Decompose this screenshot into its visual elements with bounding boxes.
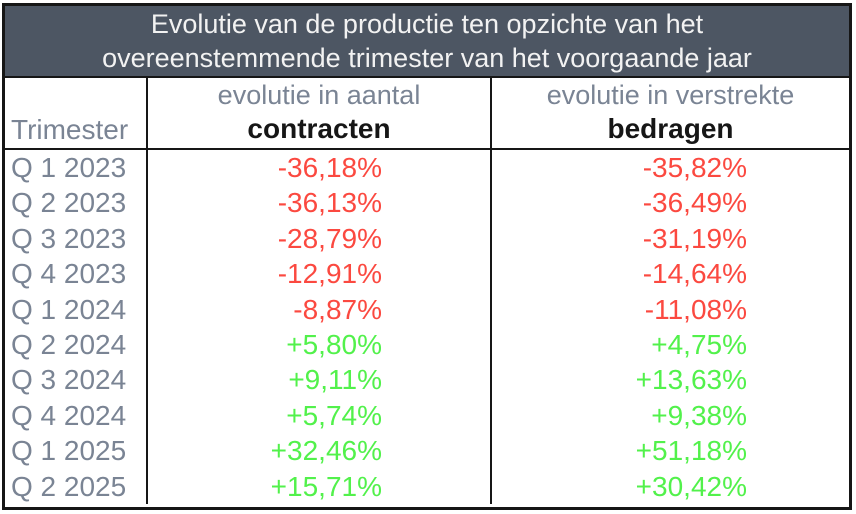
- table-header-row: Trimester evolutie in aantal contracten …: [5, 78, 849, 150]
- table-row: Q 2 2024 +5,80% +4,75%: [5, 326, 849, 363]
- row-quarter: Q 2 2023: [11, 187, 127, 219]
- row-quarter: Q 1 2025: [11, 435, 127, 467]
- cell-amounts: +9,38%: [490, 397, 849, 434]
- table-row: Q 3 2024 +9,11% +13,63%: [5, 362, 849, 398]
- table-row: Q 4 2023 -12,91% -14,64%: [5, 256, 849, 292]
- column-header-contracts: evolutie in aantal contracten: [146, 78, 490, 148]
- row-quarter: Q 2 2024: [11, 328, 127, 360]
- cell-contracts: -12,91%: [146, 256, 490, 292]
- table-row: Q 2 2023 -36,13% -36,49%: [5, 185, 849, 221]
- cell-contracts: -36,18%: [146, 150, 490, 186]
- cell-amounts: -35,82%: [490, 150, 849, 186]
- cell-amounts: -36,49%: [490, 185, 849, 221]
- cell-amounts: -14,64%: [490, 256, 849, 292]
- row-quarter: Q 4 2023: [11, 258, 127, 290]
- cell-amounts: +30,42%: [490, 468, 849, 504]
- table-row: Q 1 2025 +32,46% +51,18%: [5, 433, 849, 469]
- cell-contracts: -36,13%: [146, 185, 490, 221]
- cell-contracts: +5,74%: [146, 397, 490, 434]
- table-title: Evolutie van de productie ten opzichte v…: [5, 6, 849, 78]
- column-header-amounts-line1: evolutie in verstrekte: [546, 80, 795, 110]
- cell-contracts: +32,46%: [146, 433, 490, 469]
- cell-contracts: +15,71%: [146, 468, 490, 504]
- row-quarter: Q 1 2024: [11, 293, 127, 325]
- row-quarter: Q 2 2025: [11, 470, 127, 502]
- cell-amounts: -31,19%: [490, 220, 849, 257]
- column-header-amounts: evolutie in verstrekte bedragen: [490, 78, 849, 148]
- column-header-amounts-line2: bedragen: [607, 113, 734, 144]
- row-quarter: Q 3 2024: [11, 364, 127, 396]
- cell-contracts: +5,80%: [146, 326, 490, 363]
- cell-contracts: -28,79%: [146, 220, 490, 257]
- cell-amounts: -11,08%: [490, 291, 849, 327]
- column-header-trimester: Trimester: [11, 114, 129, 145]
- table-row: Q 3 2023 -28,79% -31,19%: [5, 220, 849, 257]
- column-header-contracts-line1: evolutie in aantal: [217, 80, 421, 110]
- cell-amounts: +13,63%: [490, 362, 849, 398]
- table-row: Q 2 2025 +15,71% +30,42%: [5, 468, 849, 504]
- cell-contracts: -8,87%: [146, 291, 490, 327]
- table-title-line1: Evolutie van de productie ten opzichte v…: [150, 9, 704, 39]
- row-quarter: Q 4 2024: [11, 399, 127, 431]
- table-title-line2: overeenstemmende trimester van het voorg…: [102, 43, 752, 73]
- table-row: Q 4 2024 +5,74% +9,38%: [5, 397, 849, 434]
- cell-contracts: +9,11%: [146, 362, 490, 398]
- row-quarter: Q 3 2023: [11, 222, 127, 254]
- table-row: Q 1 2024 -8,87% -11,08%: [5, 291, 849, 327]
- cell-amounts: +4,75%: [490, 326, 849, 363]
- evolution-table: Evolutie van de productie ten opzichte v…: [2, 3, 852, 510]
- cell-amounts: +51,18%: [490, 433, 849, 469]
- table-row: Q 1 2023 -36,18% -35,82%: [5, 150, 849, 186]
- row-quarter: Q 1 2023: [11, 152, 127, 183]
- table-body: Q 1 2023 -36,18% -35,82% Q 2 2023 -36,13…: [5, 150, 849, 504]
- column-header-contracts-line2: contracten: [247, 113, 391, 144]
